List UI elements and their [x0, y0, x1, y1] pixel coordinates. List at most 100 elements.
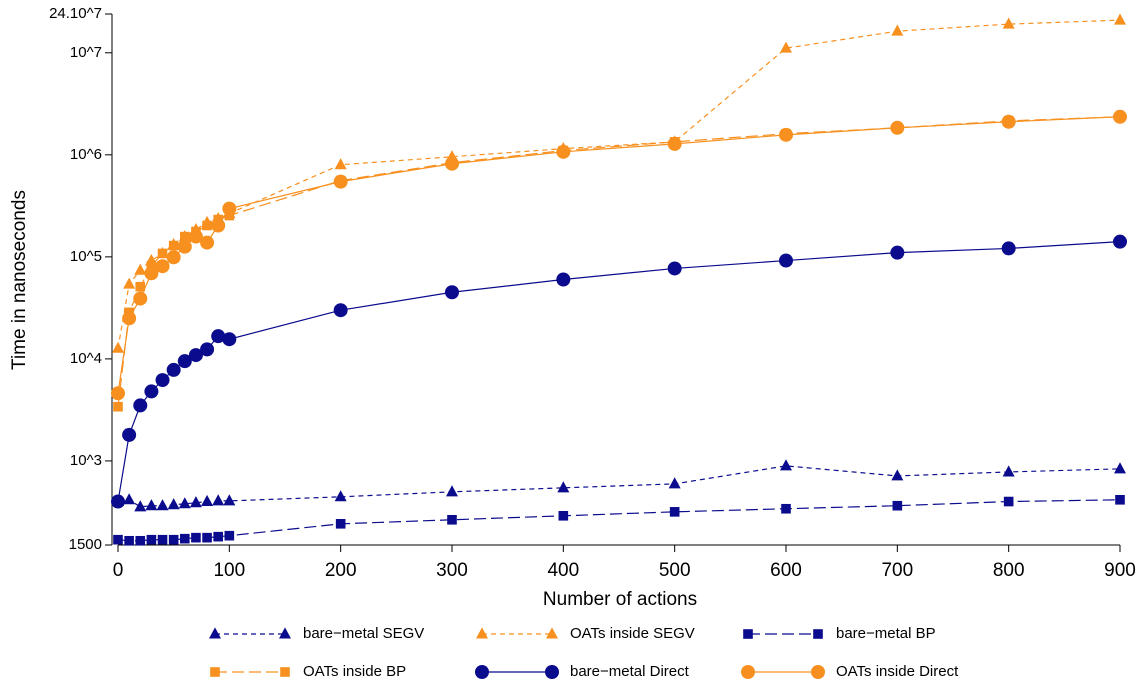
legend-marker: [546, 627, 558, 639]
marker: [892, 500, 903, 511]
marker: [156, 499, 169, 511]
marker: [1003, 496, 1014, 507]
marker: [333, 303, 348, 318]
legend-item: OATs inside SEGV: [476, 625, 695, 642]
marker: [112, 341, 124, 353]
marker: [1001, 241, 1016, 256]
marker: [135, 281, 146, 292]
marker: [779, 253, 793, 268]
marker: [668, 477, 681, 489]
marker: [780, 459, 792, 471]
series-line: [117, 19, 1121, 349]
marker: [144, 384, 159, 399]
marker: [166, 250, 181, 265]
y-tick-label: 1500: [69, 536, 102, 553]
marker: [111, 386, 125, 401]
marker: [222, 201, 237, 216]
marker: [211, 329, 226, 344]
marker: [1113, 234, 1127, 249]
series-line: [117, 116, 1121, 394]
marker: [146, 534, 157, 545]
y-tick-label: 10^4: [70, 350, 102, 367]
x-tick-label: 100: [213, 560, 245, 581]
marker: [188, 348, 203, 363]
marker: [122, 427, 137, 442]
marker: [200, 342, 215, 357]
marker: [445, 285, 459, 300]
y-tick-label: 24.10^7: [49, 5, 102, 22]
y-tick-label: 10^6: [70, 146, 102, 163]
x-tick-label: 0: [113, 560, 124, 581]
x-tick-label: 200: [325, 560, 357, 581]
legend-label: bare−metal BP: [836, 625, 936, 642]
marker: [188, 229, 203, 244]
series-line: [117, 465, 1121, 508]
legend-label: bare−metal Direct: [570, 663, 690, 680]
marker: [166, 362, 181, 377]
marker: [335, 519, 346, 529]
x-axis-label: Number of actions: [543, 589, 697, 610]
marker: [334, 158, 347, 170]
marker: [779, 127, 793, 142]
marker: [445, 156, 459, 171]
marker: [145, 499, 158, 511]
legend-marker: [210, 667, 220, 677]
marker: [558, 510, 569, 521]
marker: [333, 174, 348, 189]
marker: [1113, 109, 1127, 124]
marker: [189, 496, 202, 508]
marker: [144, 266, 159, 281]
marker: [123, 493, 136, 505]
marker: [557, 481, 570, 493]
marker: [211, 218, 226, 233]
marker: [122, 311, 137, 326]
legend-marker: [743, 629, 753, 639]
y-tick-label: 10^7: [70, 44, 102, 61]
marker: [446, 485, 458, 497]
x-tick-label: 400: [547, 560, 579, 581]
x-tick-label: 600: [770, 560, 802, 581]
marker: [334, 490, 347, 502]
legend-item: OATs inside BP: [210, 663, 406, 680]
marker: [168, 534, 179, 545]
marker: [202, 220, 212, 231]
marker: [781, 503, 791, 514]
marker: [212, 494, 225, 506]
marker: [135, 535, 146, 546]
marker: [667, 136, 682, 151]
legend-marker: [209, 627, 221, 639]
marker: [1001, 114, 1016, 129]
marker: [890, 245, 905, 260]
legend-marker: [811, 665, 825, 679]
marker: [180, 533, 190, 544]
legend-label: bare−metal SEGV: [303, 625, 424, 642]
marker: [213, 531, 223, 542]
marker: [556, 144, 571, 159]
marker: [222, 332, 237, 347]
marker: [177, 239, 192, 254]
marker: [146, 260, 157, 271]
marker: [556, 272, 571, 287]
marker: [447, 514, 457, 525]
marker: [1002, 465, 1015, 477]
legend-marker: [475, 665, 489, 679]
x-tick-label: 900: [1104, 560, 1136, 581]
marker: [891, 24, 904, 36]
marker: [224, 530, 235, 541]
marker: [202, 532, 212, 543]
marker: [155, 259, 170, 274]
y-axis-label: Time in nanoseconds: [9, 190, 30, 370]
marker: [780, 41, 792, 53]
y-tick-label: 10^5: [70, 248, 102, 265]
marker: [669, 507, 680, 517]
marker: [168, 240, 179, 251]
legend-marker: [545, 665, 559, 679]
x-tick-label: 500: [659, 560, 691, 581]
marker: [134, 500, 147, 512]
marker: [891, 469, 904, 481]
legend-item: bare−metal Direct: [475, 663, 690, 680]
marker: [155, 373, 170, 388]
legend-marker: [280, 667, 290, 677]
series-line: [117, 116, 1121, 407]
